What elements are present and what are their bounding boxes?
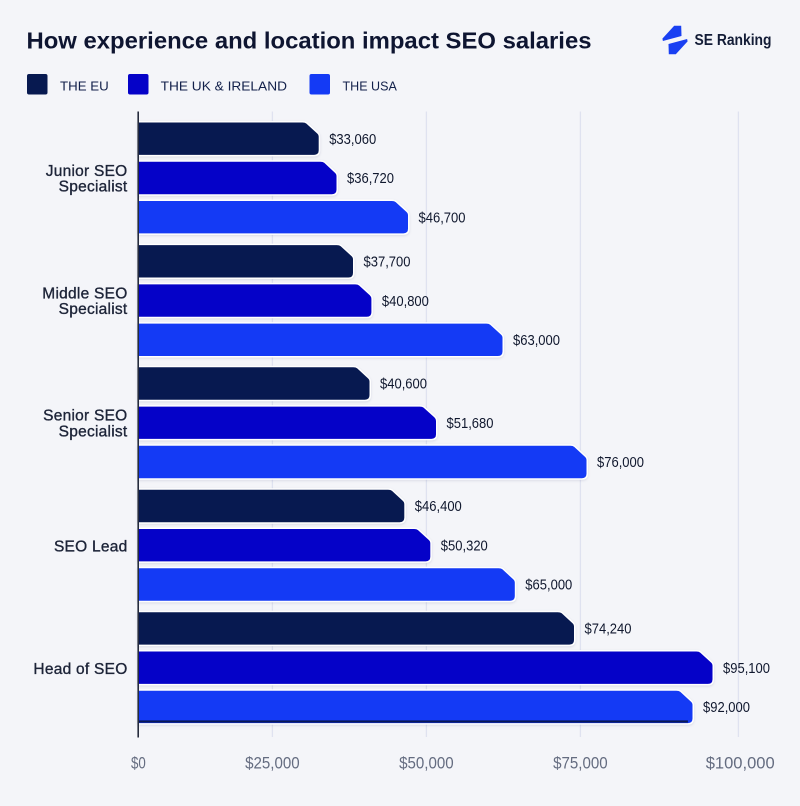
svg-text:Head of SEO: Head of SEO [33, 661, 127, 678]
svg-text:SEO Lead: SEO Lead [54, 539, 128, 556]
svg-text:$46,400: $46,400 [415, 499, 462, 515]
svg-text:THE USA: THE USA [343, 78, 398, 93]
svg-text:$40,600: $40,600 [380, 377, 427, 393]
svg-text:$92,000: $92,000 [703, 700, 750, 716]
svg-text:$65,000: $65,000 [525, 578, 572, 594]
svg-text:$25,000: $25,000 [245, 755, 300, 773]
svg-text:$37,700: $37,700 [364, 255, 411, 271]
svg-text:Middle SEO: Middle SEO [42, 285, 127, 302]
svg-text:How experience and location im: How experience and location impact SEO s… [27, 27, 592, 53]
svg-text:$74,240: $74,240 [585, 622, 632, 638]
svg-text:$36,720: $36,720 [347, 171, 394, 187]
svg-text:Junior SEO: Junior SEO [46, 163, 128, 180]
svg-text:Senior SEO: Senior SEO [43, 408, 127, 425]
svg-text:$0: $0 [131, 755, 146, 773]
svg-text:Specialist: Specialist [59, 179, 128, 196]
svg-text:$76,000: $76,000 [597, 455, 644, 471]
svg-text:$75,000: $75,000 [553, 755, 608, 773]
svg-text:$95,100: $95,100 [723, 661, 770, 677]
svg-text:SE Ranking: SE Ranking [695, 32, 772, 49]
svg-text:$51,680: $51,680 [447, 416, 494, 432]
svg-text:$40,800: $40,800 [382, 294, 429, 310]
svg-text:$33,060: $33,060 [329, 132, 376, 148]
svg-text:$100,000: $100,000 [706, 755, 775, 773]
svg-text:THE EU: THE EU [60, 78, 109, 93]
svg-text:$50,000: $50,000 [399, 755, 454, 773]
svg-text:Specialist: Specialist [59, 423, 128, 440]
svg-text:THE UK & IRELAND: THE UK & IRELAND [161, 78, 287, 93]
svg-text:$46,700: $46,700 [419, 210, 466, 226]
svg-text:$50,320: $50,320 [441, 538, 488, 554]
svg-text:$63,000: $63,000 [513, 333, 560, 349]
svg-text:Specialist: Specialist [59, 301, 128, 318]
